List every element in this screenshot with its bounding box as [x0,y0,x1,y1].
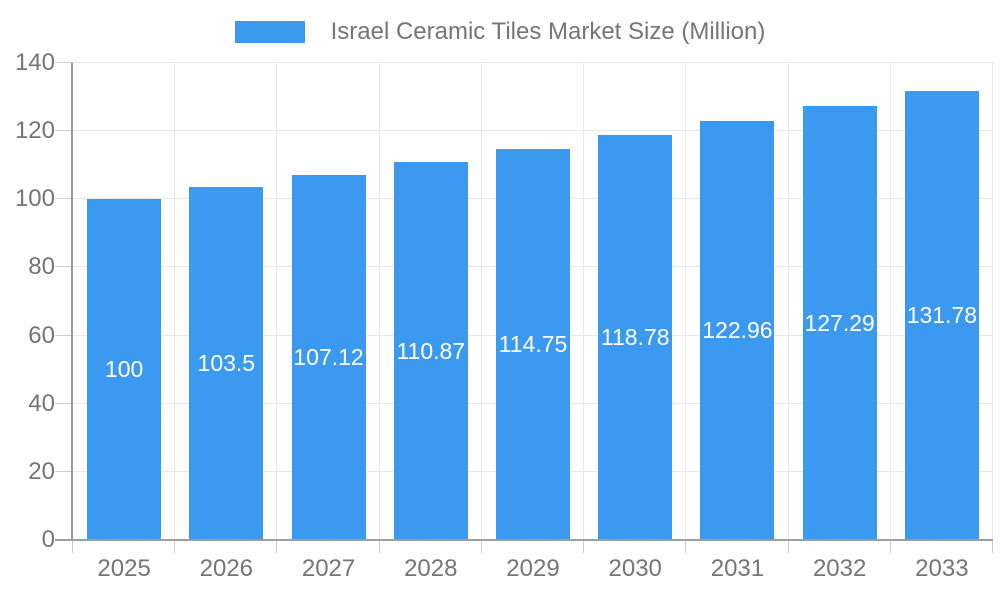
y-grid-line [73,62,993,63]
x-tick [685,541,687,553]
legend-label: Israel Ceramic Tiles Market Size (Millio… [330,18,766,45]
bar-value-label: 107.12 [293,344,364,371]
y-tick [55,402,73,404]
y-tick [55,334,73,336]
y-tick-label: 140 [14,49,55,76]
bar[interactable]: 107.12 [291,175,366,540]
y-tick [55,266,73,268]
x-grid-line [174,63,176,540]
x-tick-label: 2033 [915,555,969,582]
x-tick [889,541,891,553]
x-axis-line [55,539,993,541]
x-tick-label: 2026 [199,555,254,582]
x-grid-line [480,63,482,540]
x-tick-label: 2029 [506,555,560,582]
plot-area: 100 103.5 107.12 110.87 114.75 118.78 122.96 12… [55,62,993,553]
y-tick-label: 60 [28,321,55,349]
x-tick-label: 2025 [97,555,151,582]
y-tick [55,198,73,200]
x-tick [583,541,585,553]
x-tick-label: 2032 [812,555,867,582]
bar[interactable]: 122.96 [700,121,775,540]
x-grid-line [685,63,687,540]
bar-value-label: 131.78 [906,302,978,328]
x-tick-label: 2027 [301,555,356,582]
bar[interactable]: 127.29 [802,106,877,540]
x-tick-label: 2030 [608,555,662,582]
x-grid-line [378,63,380,540]
bar[interactable]: 110.87 [393,162,468,540]
legend[interactable]: Israel Ceramic Tiles Market Size (Millio… [0,10,1000,54]
bar[interactable]: 114.75 [496,149,570,540]
x-grid-line [787,63,789,540]
y-tick-label: 20 [28,457,55,485]
bar-value-label: 127.29 [804,309,875,336]
x-grid-line [889,63,891,540]
y-grid-line [73,130,993,132]
x-grid-line [276,63,278,540]
y-tick [55,470,73,472]
bar-value-label: 122.96 [702,317,773,344]
bar[interactable]: 131.78 [904,91,979,540]
x-grid-line [583,63,585,540]
x-axis: 2025 2026 2027 2028 2029 2030 2031 2032 2033 [73,552,993,586]
bar[interactable]: 100 [87,199,162,540]
y-axis: 0 20 40 60 80 100 120 140 [0,49,55,553]
y-tick [55,62,73,63]
x-tick [72,541,73,553]
bar-value-label: 103.5 [197,350,256,377]
x-tick [480,541,482,553]
bar[interactable]: 118.78 [598,135,673,540]
x-tick [174,541,176,553]
x-tick [992,541,993,553]
y-tick-label: 80 [28,253,55,281]
legend-swatch-icon [234,21,305,43]
bar[interactable]: 103.5 [189,187,264,540]
bar-value-label: 118.78 [600,324,670,351]
y-tick [55,130,73,132]
x-grid-line [992,63,993,540]
x-tick [276,541,278,553]
y-tick-label: 0 [41,526,55,553]
y-axis-line [71,63,73,540]
y-tick-label: 120 [14,117,55,145]
bar-value-label: 100 [104,356,144,383]
x-tick [787,541,789,553]
x-tick-label: 2028 [404,555,458,582]
y-tick-label: 40 [28,389,55,417]
bar-value-label: 114.75 [498,331,568,358]
x-tick-label: 2031 [710,555,765,582]
y-tick-label: 100 [14,185,55,213]
bar-value-label: 110.87 [396,337,466,364]
x-tick [378,541,380,553]
